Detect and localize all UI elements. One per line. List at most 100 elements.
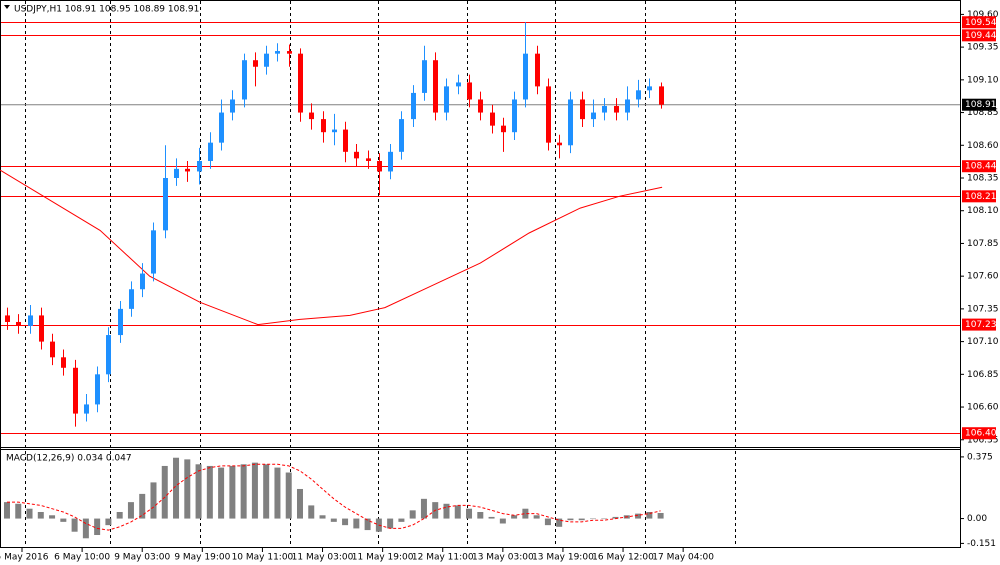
candle-body [422,60,427,93]
level-label-box [962,16,996,29]
candle-body [388,151,393,172]
macd-bar [229,465,236,519]
candle-body [557,142,562,146]
macd-bar [477,511,484,519]
macd-bar [646,511,653,519]
current-price-box [962,98,996,111]
candle-body [208,142,213,161]
candle-body [39,315,44,342]
candle-body [411,92,416,120]
macd-bar [364,518,371,531]
candle-body [16,321,21,326]
moving-average [0,169,663,326]
macd-bar [398,518,405,522]
candle-body [568,99,573,146]
macd-bar [26,508,33,519]
macd-title: MACD(12,26,9) 0.034 0.047 [6,454,132,464]
candle-body [219,112,224,143]
macd-y-tick-label: -0.151 [967,539,996,549]
y-tick-label: 107.35 [967,304,999,314]
x-tick-label: 17 May 04:00 [652,553,714,563]
y-tick-label: 106.35 [967,435,999,445]
level-label: 106.40 [965,429,997,439]
candle-body [197,160,202,172]
candle-body [140,273,145,290]
candle-body [614,106,619,113]
x-tick-label: 11 May 03:00 [292,553,354,563]
macd-bar [601,518,608,520]
x-tick-label: 11 May 19:00 [352,553,414,563]
macd-bar [342,518,349,526]
candle-body [174,168,179,178]
current-price-label: 108.91 [965,100,997,110]
candle-body [512,99,517,133]
macd-bar [206,465,213,519]
macd-bar [319,515,326,519]
candle-body [151,230,156,274]
macd-bar [544,518,551,526]
candle-body [523,53,528,100]
x-tick-label: 6 May 10:00 [54,553,110,563]
macd-bar [49,515,56,519]
macd-bar [589,518,596,520]
macd-bar [353,518,360,529]
macd-bar [567,518,574,521]
macd-bar [522,508,529,519]
macd-bar [218,467,225,519]
y-tick-label: 106.60 [967,403,999,413]
macd-bar [263,464,270,519]
macd-bar [612,516,619,519]
macd-bar [635,513,642,519]
candle-body [546,86,551,143]
macd-bar [296,488,303,519]
menu-arrow [4,5,10,9]
macd-y-tick-label: 0.375 [967,452,993,462]
candle-body [354,151,359,159]
candle-body [602,106,607,113]
candle-body [230,99,235,113]
level-label: 109.44 [965,31,997,41]
macd-bar [3,502,10,519]
candle-body [343,129,348,152]
level-label-box [962,29,996,42]
candle-body [647,86,652,91]
macd-bar [454,505,461,519]
level-label: 109.54 [965,18,997,28]
macd-bar [466,508,473,519]
candle-body [264,53,269,67]
level-label: 108.21 [965,192,997,202]
candle-body [95,374,100,405]
macd-bar [127,502,134,519]
x-tick-label: 13 May 19:00 [532,553,594,563]
candle-body [467,82,472,100]
candle-body [50,341,55,358]
macd-bar [184,459,191,519]
candle-body [591,112,596,120]
y-tick-label: 108.60 [967,141,999,151]
candle-body [625,99,630,113]
macd-bar [71,518,78,532]
macd-bar [105,518,112,526]
candle-body [287,51,292,54]
macd-bar [161,465,168,519]
candle-body [73,367,78,414]
candle-body [659,86,664,105]
level-label-box [962,427,996,440]
macd-bar [285,472,292,519]
candle-body [298,53,303,113]
candle-body [456,82,461,87]
macd-bar [37,511,44,519]
macd-bar [139,493,146,519]
x-tick-label: 9 May 03:00 [114,553,170,563]
x-tick-label: 16 May 12:00 [592,553,654,563]
candle-body [118,308,123,336]
macd-signal [7,463,661,531]
y-tick-label: 107.60 [967,272,999,282]
y-tick-label: 108.10 [967,206,999,216]
candle-body [332,129,337,133]
macd-bar [308,505,315,519]
y-tick-label: 106.85 [967,370,999,380]
macd-bar [387,518,394,529]
macd-bar [409,510,416,519]
